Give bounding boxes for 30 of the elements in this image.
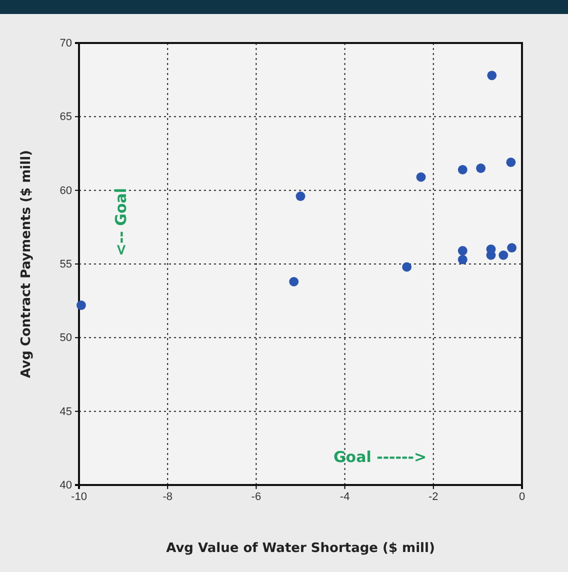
annotation: Goal ------> (333, 448, 427, 466)
point (458, 246, 468, 256)
point (458, 164, 468, 174)
point (476, 164, 486, 173)
y-tick-label: 40 (60, 480, 72, 492)
point (487, 70, 497, 80)
x-tick-label: -8 (162, 490, 172, 503)
point (416, 172, 426, 182)
x-axis-title: Avg Value of Water Shortage ($ mill) (166, 541, 435, 556)
y-tick-label: 50 (60, 332, 72, 344)
x-tick-label: -6 (251, 490, 262, 503)
x-tick-label: 0 (518, 490, 526, 503)
x-tick-label: -10 (71, 490, 87, 503)
point (498, 250, 508, 260)
point (506, 158, 516, 168)
point (289, 276, 299, 286)
point (507, 243, 517, 253)
y-tick-label: 65 (60, 111, 72, 124)
point (296, 192, 306, 201)
y-tick-label: 55 (60, 258, 72, 271)
y-axis-title: Avg Contract Payments ($ mill) (19, 150, 34, 378)
y-tick-label: 70 (60, 38, 72, 50)
y-tick-label: 45 (60, 406, 72, 418)
point (402, 262, 412, 272)
annotation: <-- Goal (112, 188, 130, 256)
point (458, 254, 468, 264)
x-tick-label: -4 (340, 490, 350, 503)
point (76, 300, 86, 310)
y-tick-label: 60 (60, 184, 72, 197)
x-tick-label: -2 (428, 490, 438, 503)
